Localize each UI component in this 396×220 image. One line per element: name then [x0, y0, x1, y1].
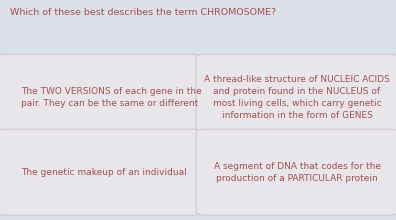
Text: The genetic makeup of an individual: The genetic makeup of an individual: [21, 168, 187, 177]
Text: A thread-like structure of NUCLEIC ACIDS
and protein found in the NUCLEUS of
mos: A thread-like structure of NUCLEIC ACIDS…: [204, 75, 390, 120]
Text: The TWO VERSIONS of each gene in the
pair. They can be the same or different: The TWO VERSIONS of each gene in the pai…: [21, 87, 202, 108]
Text: A segment of DNA that codes for the
production of a PARTICULAR protein: A segment of DNA that codes for the prod…: [213, 161, 381, 183]
Text: Which of these best describes the term CHROMOSOME?: Which of these best describes the term C…: [10, 8, 276, 17]
FancyBboxPatch shape: [196, 54, 396, 140]
FancyBboxPatch shape: [196, 129, 396, 215]
FancyBboxPatch shape: [0, 54, 200, 140]
FancyBboxPatch shape: [0, 129, 200, 215]
